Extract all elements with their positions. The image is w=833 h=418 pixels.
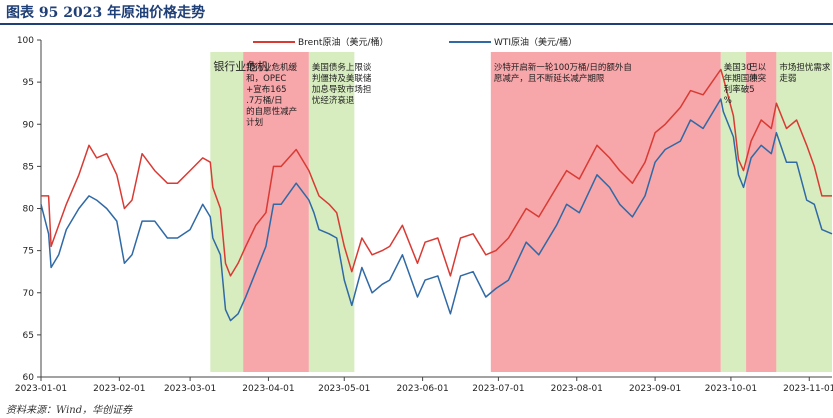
y-tick-label: 65: [23, 331, 34, 341]
x-tick-label: 2023-06-01: [396, 384, 448, 394]
y-axis: 60 65 70 75 80 85 90 95 100: [17, 36, 42, 383]
x-tick-label: 2023-03-01: [164, 384, 216, 394]
y-tick-label: 60: [23, 373, 35, 383]
x-tick-label: 2023-08-01: [551, 384, 603, 394]
source-note: 资料来源：Wind，华创证券: [6, 405, 133, 416]
x-axis: 2023-01-01 2023-02-01 2023-03-01 2023-04-01…: [15, 376, 833, 394]
shaded-period-7: [776, 52, 832, 372]
y-tick-label: 75: [23, 247, 34, 257]
shaded-period-1: [210, 52, 244, 372]
title-rule: [0, 23, 833, 25]
x-tick-label: 2023-05-01: [318, 384, 370, 394]
x-tick-label: 2023-11-01: [783, 384, 833, 394]
y-tick-label: 85: [23, 162, 34, 172]
legend-label-1: Brent原油（美元/桶）: [298, 36, 388, 48]
y-tick-label: 70: [23, 289, 35, 299]
x-tick-label: 2023-01-01: [15, 384, 67, 394]
x-tick-label: 2023-02-01: [93, 384, 145, 394]
y-tick-label: 100: [17, 36, 34, 46]
shaded-period-5: [720, 52, 747, 372]
x-tick-label: 2023-10-01: [705, 384, 757, 394]
x-tick-label: 2023-04-01: [242, 384, 294, 394]
shaded-period-4: [490, 52, 721, 372]
annotation-5: 美国30 年期国债利率破5%: [724, 62, 759, 106]
annotation-6: 巴以冲突: [749, 63, 767, 84]
x-tick-label: 2023-07-01: [472, 384, 524, 394]
series-lines: [40, 68, 833, 322]
shaded-period-2: [243, 52, 309, 372]
annotation-2: 银行业危机缓和，OPEC +宣布165.7万桶/日的自愿性减产计划: [246, 62, 298, 128]
y-tick-label: 95: [23, 78, 34, 88]
legend: Brent原油（美元/桶） WTI原油（美元/桶）: [253, 36, 577, 48]
annotation-1: 银行业危机: [213, 59, 268, 73]
annotation-7: 市场担忧需求走弱: [779, 62, 831, 84]
legend-label-2: WTI原油（美元/桶）: [494, 36, 577, 48]
y-tick-label: 80: [23, 205, 35, 215]
wti-line: [40, 98, 833, 322]
brent-line: [41, 68, 832, 277]
x-tick-label: 2023-09-01: [629, 384, 681, 394]
shaded-period-6: [746, 52, 777, 372]
page-title: 图表 95 2023 年原油价格走势: [6, 5, 206, 21]
annotation-4: 沙特开启新一轮100万桶/日的额外自愿减产，且不断延长减产期限: [494, 62, 632, 84]
shaded-period-3: [308, 52, 355, 372]
annotation-3: 美国债务上限谈判僵持及美联储加息导致市场担忧经济衰退: [312, 62, 372, 106]
y-tick-label: 90: [23, 120, 35, 130]
shaded-periods: [210, 52, 832, 372]
